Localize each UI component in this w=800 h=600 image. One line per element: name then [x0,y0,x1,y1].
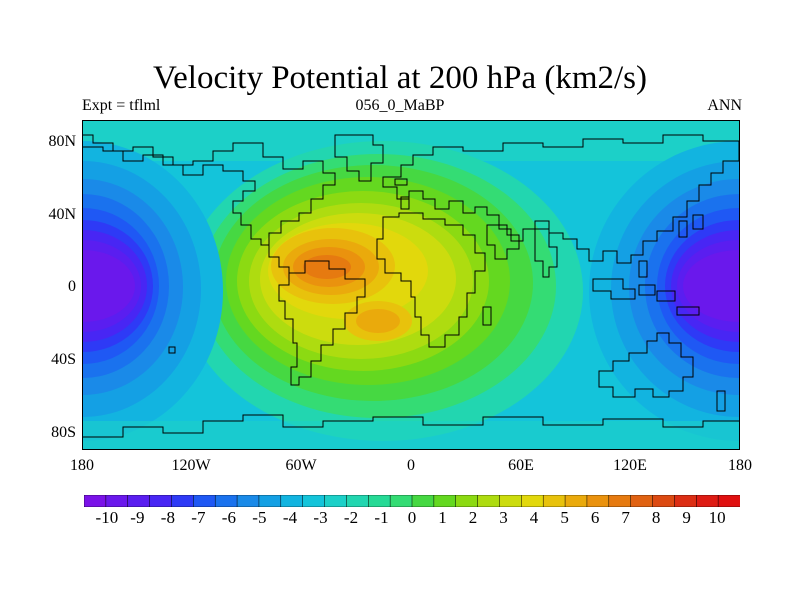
colorbar-swatch [586,495,610,507]
colorbar-label: -7 [191,508,206,527]
colorbar-swatch [389,495,413,507]
lat-label-40s: 40S [51,351,76,368]
colorbar-label: -4 [282,508,298,527]
lon-label-0: 0 [407,457,415,474]
coastline-australia [598,332,694,398]
colorbar-label: -2 [343,508,359,527]
colorbar-label: 1 [438,508,447,527]
colorbar-swatch [193,495,216,507]
coastlines [83,134,739,438]
experiment-label: Expt = tflml [82,97,161,114]
colorbar-swatch [696,495,719,507]
coastline-philippines [638,260,648,278]
colorbar-swatch [171,495,195,507]
colorbar-swatch [280,495,304,507]
colorbar-swatch [521,495,544,507]
lat-label-80s: 80S [51,424,76,441]
coastline-central-america [261,244,290,273]
coastline-south-america [278,260,366,386]
colorbar-label: 4 [529,508,539,527]
plot-title: Velocity Potential at 200 hPa (km2/s) [152,60,648,96]
coastline-indonesia [592,278,676,302]
contour-band [356,309,400,333]
colorbar-swatch [346,495,370,507]
colorbar-label: -1 [374,508,389,527]
coastline-japan [678,214,704,238]
colorbar-label: -8 [160,508,175,527]
lon-label-120e: 120E [613,457,647,474]
colorbar-swatch [564,495,588,507]
colorbar-swatch [149,495,173,507]
colorbar-label: -6 [221,508,236,527]
colorbar-label: 6 [590,508,600,527]
lat-label-40n: 40N [48,206,76,223]
colorbar-swatch [368,495,391,507]
colorbar-label: -10 [95,508,119,527]
colorbar-label: 7 [621,508,630,527]
colorbar-swatch [258,495,282,507]
contour-map [82,120,740,450]
coastline-madagascar [482,306,492,326]
coastline-uk [400,196,410,210]
contour-band [303,255,351,279]
coastline-africa [376,212,486,348]
colorbar-label: -9 [130,508,145,527]
colorbar-swatch [630,495,654,507]
coastline-iceland [394,178,408,186]
colorbar-label: -5 [252,508,267,527]
season-label: ANN [707,97,742,114]
colorbar-swatch [105,495,129,507]
colorbar-swatch [127,495,151,507]
coastline-arabia [486,224,520,260]
colorbar-label: 0 [407,508,417,527]
coastline-antarctica [83,414,739,438]
colorbar-swatch [608,495,632,507]
colorbar [84,495,740,507]
colorbar-swatch [674,495,698,507]
colorbar-swatch [499,495,523,507]
coastline-new-zealand [716,390,726,412]
colorbar-swatch [652,495,676,507]
coastline-north-america [83,134,336,246]
colorbar-label: 2 [468,508,478,527]
colorbar-swatch [477,495,501,507]
lon-label-60w: 60W [285,457,317,474]
coastline-new-guinea [676,306,700,316]
coastline-eurasia [382,134,739,264]
colorbar-swatch [411,495,435,507]
coastline-hawaii [168,346,176,354]
contour-band [83,250,135,322]
colorbar-label: 9 [682,508,691,527]
colorbar-label: 8 [651,508,661,527]
colorbar-label: 5 [560,508,569,527]
lon-label-180w: 180 [70,457,94,474]
contour-band [83,421,739,449]
colorbar-label: 3 [499,508,508,527]
colorbar-label: 10 [708,508,726,527]
coastline-india [534,228,558,278]
lon-label-180e: 180 [728,457,752,474]
colorbar-swatch [717,495,740,507]
colorbar-swatch [324,495,348,507]
colorbar-swatch [236,495,260,507]
colorbar-swatch [433,495,457,507]
colorbar-swatch [455,495,479,507]
lon-label-60e: 60E [508,457,534,474]
colorbar-swatch [214,495,238,507]
colorbar-swatch [84,495,107,507]
lon-label-120w: 120W [171,457,211,474]
contour-bands [83,121,739,449]
case-label: 056_0_MaBP [355,97,445,114]
colorbar-swatch [542,495,566,507]
colorbar-swatch [302,495,326,507]
lat-label-80n: 80N [48,133,76,150]
colorbar-label: -3 [313,508,328,527]
coastline-greenland [334,134,384,182]
lat-label-eq: 0 [68,278,76,295]
contour-band [683,250,739,322]
map-canvas [83,121,739,449]
